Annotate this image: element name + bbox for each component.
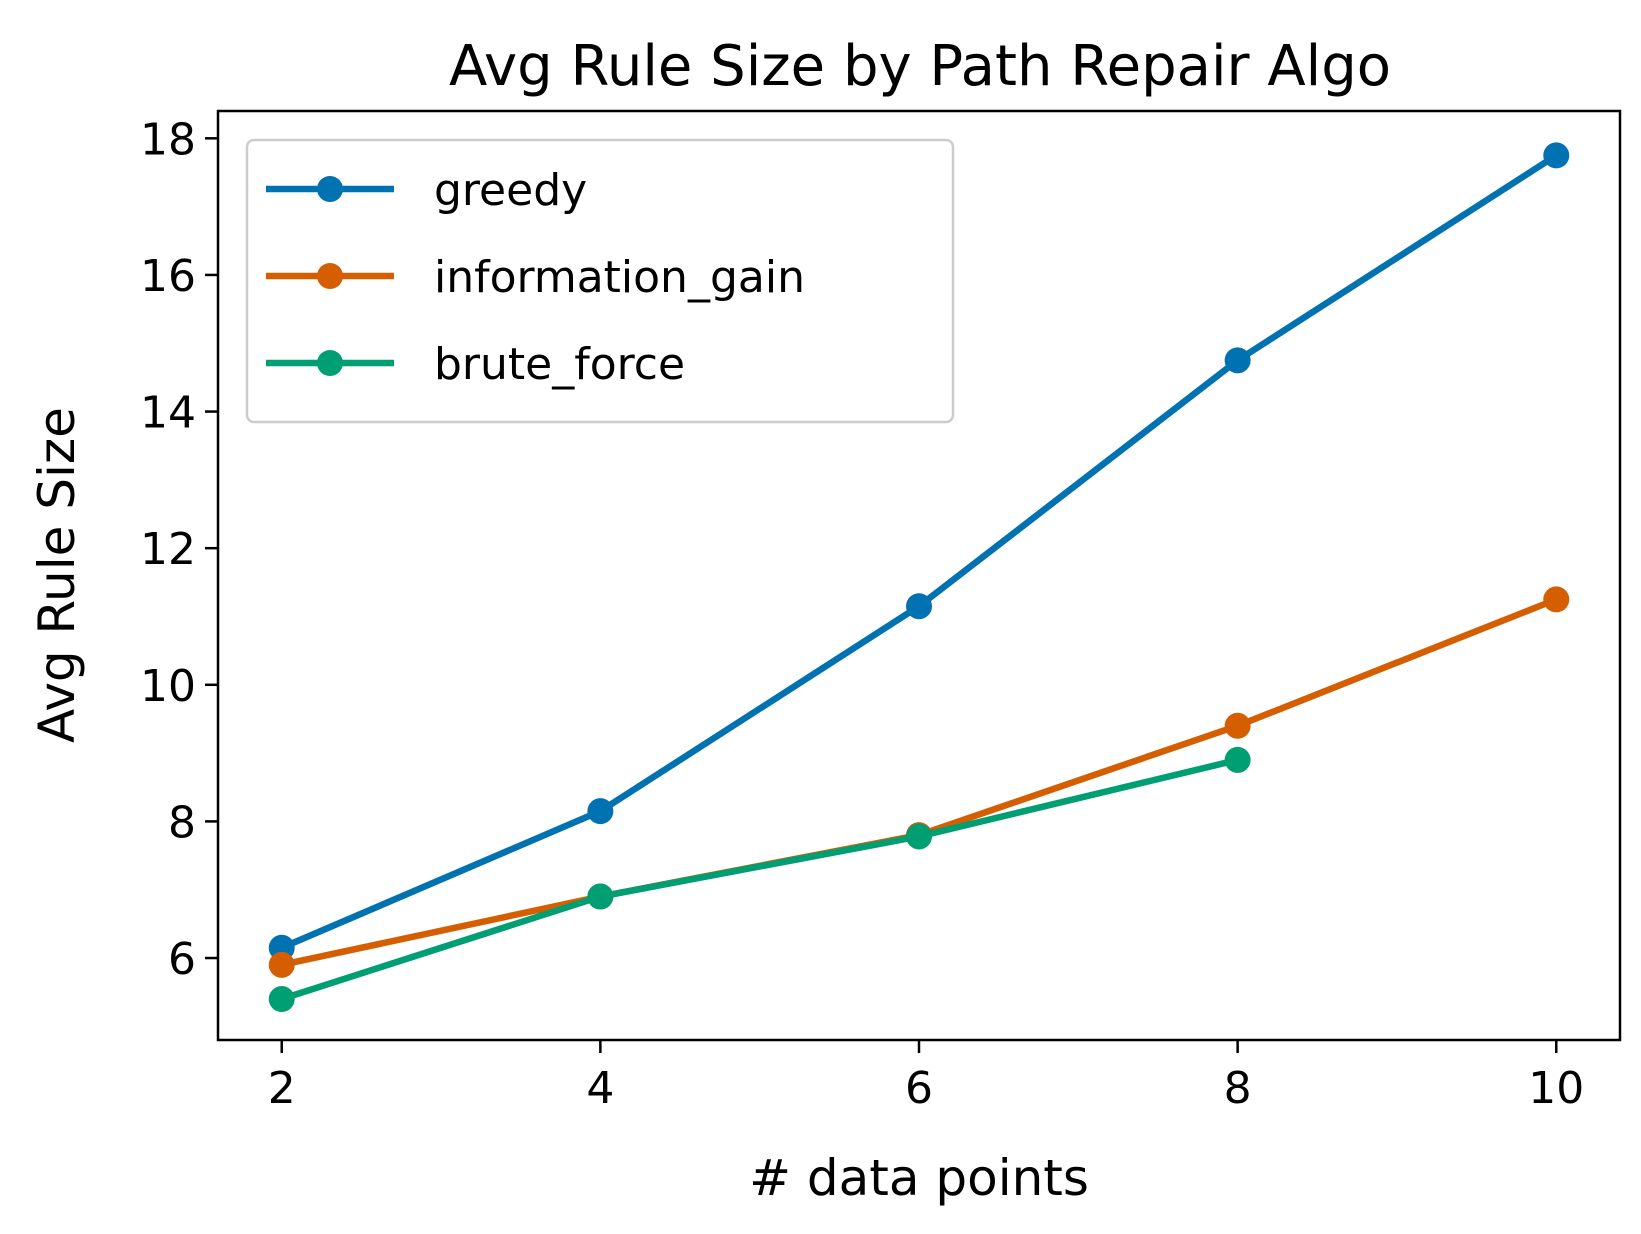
legend-marker-information-gain (317, 263, 343, 289)
y-tick-label: 18 (140, 114, 196, 165)
legend-label-brute-force: brute_force (434, 339, 685, 390)
x-axis-label: # data points (749, 1149, 1089, 1207)
data-point-information-gain (1543, 586, 1570, 613)
y-tick-label: 10 (140, 661, 196, 712)
legend-marker-greedy (317, 176, 343, 202)
y-tick-label: 6 (168, 934, 196, 985)
data-point-information-gain (1224, 712, 1251, 739)
x-tick-label: 8 (1224, 1063, 1252, 1114)
data-point-greedy (1224, 347, 1251, 374)
y-tick-label: 16 (140, 251, 196, 302)
x-tick-label: 10 (1528, 1063, 1584, 1114)
y-tick-label: 14 (140, 388, 196, 439)
y-tick-label: 8 (168, 797, 196, 848)
x-tick-label: 6 (905, 1063, 933, 1114)
legend-marker-brute-force (317, 350, 343, 376)
data-point-greedy (1543, 142, 1570, 169)
data-point-greedy (587, 798, 614, 825)
legend-entries: greedy information_gain brute_force (266, 165, 805, 390)
legend-frame (245, 138, 955, 424)
data-point-brute-force (268, 986, 295, 1013)
legend-label-greedy: greedy (434, 165, 587, 216)
y-axis: 6 8 10 12 14 16 18 (140, 114, 218, 985)
data-point-brute-force (906, 823, 932, 850)
legend-label-information-gain: information_gain (434, 252, 805, 303)
data-point-brute-force (587, 883, 614, 910)
x-tick-label: 2 (268, 1063, 296, 1114)
chart-title: Avg Rule Size by Path Repair Algo (449, 34, 1391, 99)
y-tick-label: 12 (140, 524, 196, 575)
x-axis: 2 4 6 8 10 (268, 1040, 1584, 1114)
data-point-brute-force (1224, 746, 1251, 773)
data-point-information-gain (268, 951, 295, 978)
legend: greedy information_gain brute_force (245, 138, 955, 424)
data-point-greedy (906, 593, 932, 620)
series-line-brute-force (278, 756, 1241, 1003)
series-layer (268, 142, 1570, 1013)
y-axis-label: Avg Rule Size (28, 407, 86, 743)
x-tick-label: 4 (586, 1063, 614, 1114)
